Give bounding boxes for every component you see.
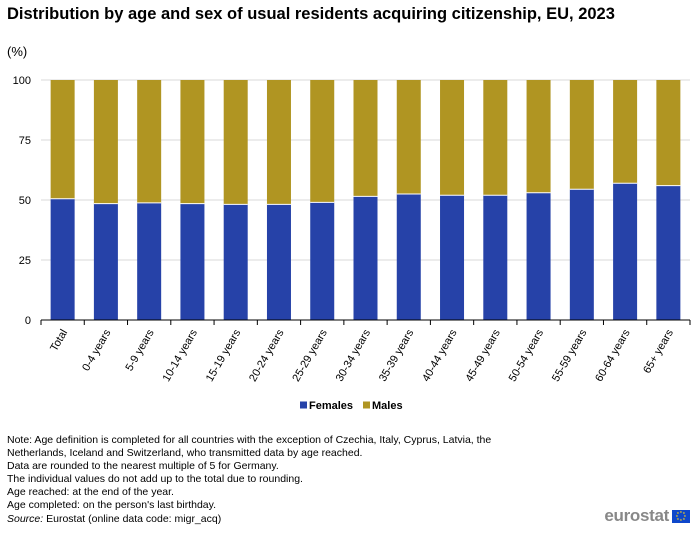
note-line: The individual values do not add up to t…: [7, 473, 303, 485]
bar-females: [137, 202, 162, 320]
x-tick-label: 60-64 years: [593, 327, 633, 384]
bar-females: [93, 203, 118, 320]
chart-title: Distribution by age and sex of usual res…: [7, 5, 615, 23]
bar-females: [353, 196, 378, 320]
source-line: Source: Eurostat (online data code: migr…: [7, 513, 221, 525]
source-label: Source:: [7, 513, 44, 525]
bar-males: [440, 80, 465, 196]
y-tick-label: 75: [19, 135, 31, 147]
bar-females: [310, 202, 335, 320]
bar-males: [310, 80, 335, 203]
bar-males: [223, 80, 248, 205]
bar-males: [266, 80, 291, 205]
y-tick-label: 25: [19, 255, 31, 267]
note-line: Data are rounded to the nearest multiple…: [7, 460, 279, 472]
bar-females: [50, 198, 75, 320]
x-tick-label: 50-54 years: [507, 327, 547, 384]
bar-males: [569, 80, 594, 190]
x-tick-label: Total: [48, 328, 70, 354]
bar-females: [266, 204, 291, 320]
bar-females: [526, 192, 551, 320]
bar-males: [613, 80, 638, 184]
legend-swatch-females: [300, 401, 307, 409]
bar-males: [526, 80, 551, 193]
eurostat-logo: eurostat ★ ★ ★ ★ ★ ★ ★ ★: [604, 506, 690, 526]
bar-males: [137, 80, 162, 203]
x-tick-label: 45-49 years: [463, 327, 503, 384]
x-tick-label: 30-34 years: [334, 327, 374, 384]
x-tick-label: 55-59 years: [550, 327, 590, 384]
logo-text: eurostat: [604, 506, 669, 525]
bar-males: [353, 80, 378, 197]
source-text: Eurostat (online data code: migr_acq): [43, 513, 222, 525]
bar-males: [93, 80, 118, 204]
notes: Note: Age definition is completed for al…: [7, 434, 491, 512]
x-tick-label: 15-19 years: [204, 327, 244, 384]
y-tick-label: 0: [25, 315, 31, 327]
x-tick-label: 10-14 years: [161, 327, 201, 384]
y-tick-label: 100: [13, 75, 31, 87]
bar-females: [613, 183, 638, 320]
bar-males: [396, 80, 421, 194]
bar-males: [483, 80, 508, 196]
note-line: Netherlands, Iceland and Switzerland, wh…: [7, 447, 363, 459]
legend-label-males: Males: [372, 400, 403, 412]
eu-flag-icon: ★ ★ ★ ★ ★ ★ ★ ★: [672, 509, 690, 523]
x-tick-label: 35-39 years: [377, 327, 417, 384]
y-tick-label: 50: [19, 195, 31, 207]
x-tick-label: 40-44 years: [420, 327, 460, 384]
x-tick-label: 65+ years: [641, 327, 676, 376]
bar-females: [440, 195, 465, 320]
note-line: Note: Age definition is completed for al…: [7, 434, 492, 446]
note-line: Age completed: on the person's last birt…: [7, 499, 217, 511]
bar-males: [656, 80, 681, 186]
x-tick-label: 20-24 years: [247, 327, 287, 384]
legend-swatch-males: [363, 401, 370, 409]
x-tick-label: 0-4 years: [80, 327, 114, 373]
stacked-bar-chart: 0 25 50 75 100 Total 0-4 years 5-9 years 10-14 y…: [13, 75, 691, 412]
bar-females: [656, 185, 681, 320]
bar-females: [483, 195, 508, 320]
bar-females: [569, 189, 594, 320]
note-line: Age reached: at the end of the year.: [7, 486, 174, 498]
bar-females: [180, 203, 205, 320]
unit-label: (%): [7, 44, 28, 59]
x-tick-label: 25-29 years: [290, 327, 330, 384]
bar-males: [180, 80, 205, 204]
bar-males: [50, 80, 75, 199]
legend-label-females: Females: [309, 400, 353, 412]
bar-females: [396, 194, 421, 320]
bar-females: [223, 204, 248, 320]
x-tick-label: 5-9 years: [123, 327, 157, 373]
